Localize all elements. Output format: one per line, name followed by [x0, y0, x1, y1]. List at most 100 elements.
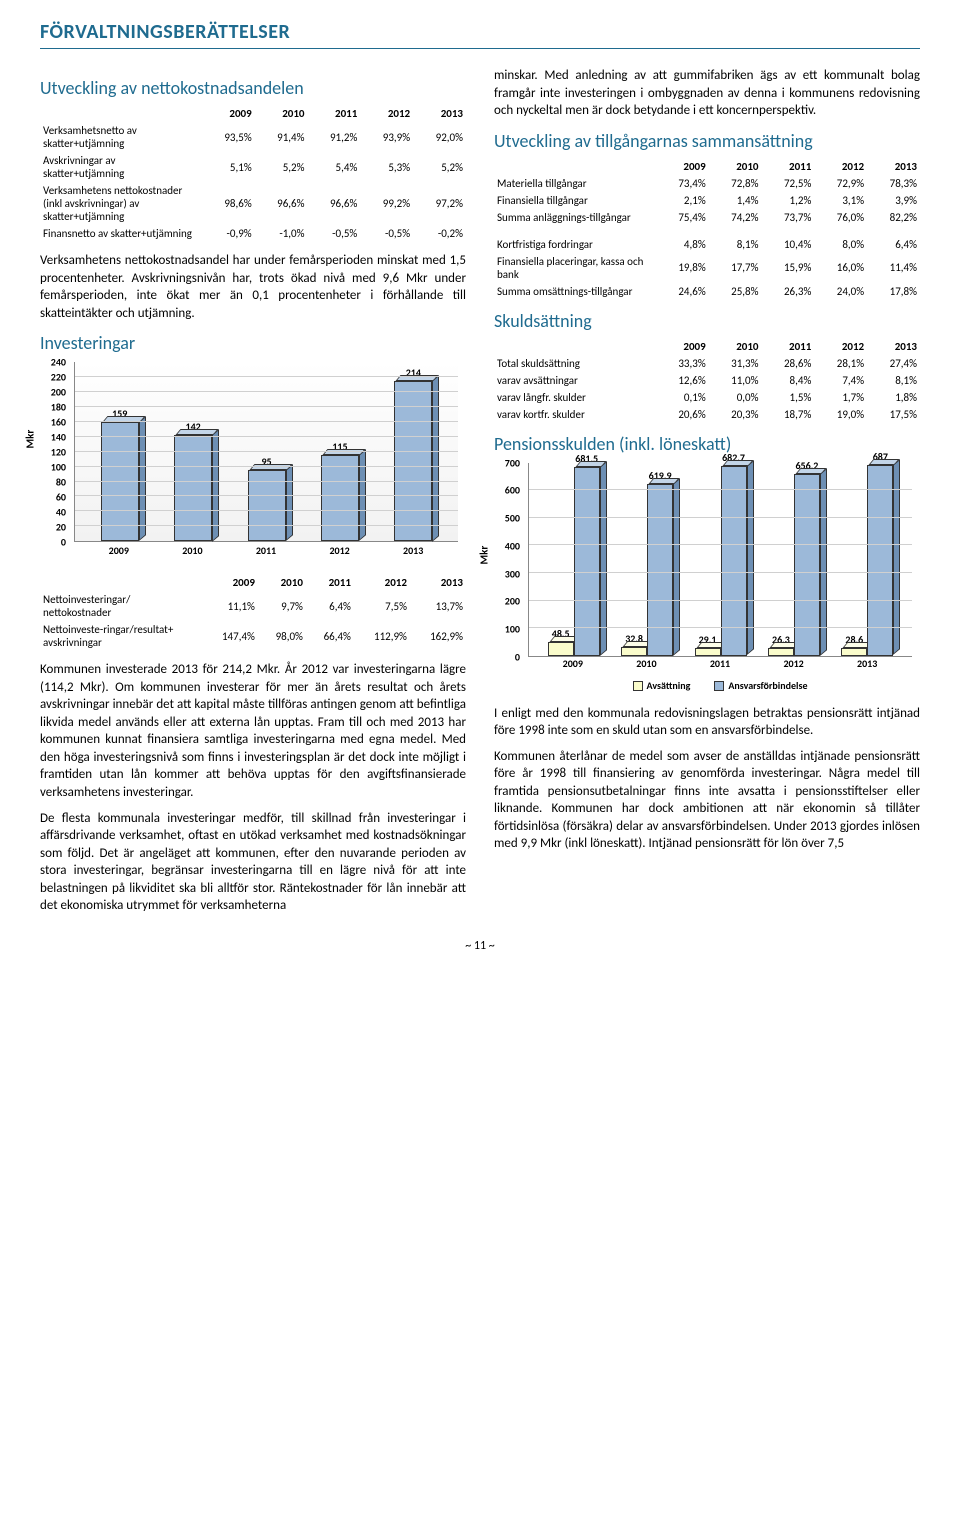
legend-swatch: [714, 681, 724, 691]
page-number: ~ 11 ~: [40, 939, 920, 953]
bar-column: 115: [303, 362, 376, 541]
bar: [394, 381, 432, 542]
table-cell: 25,8%: [709, 283, 762, 300]
x-tick-label: 2010: [156, 544, 230, 562]
tillgangar-table-a: 20092010201120122013Materiella tillgånga…: [494, 158, 920, 226]
table-header-cell: 2010: [709, 158, 762, 175]
table-cell: 1,4%: [709, 192, 762, 209]
table-cell: -1,0%: [255, 225, 308, 242]
table-header-cell: [494, 158, 656, 175]
table-cell: 20,6%: [656, 406, 709, 423]
y-tick-label: 20: [56, 521, 66, 534]
table-row: Summa anläggnings-tillgångar75,4%74,2%73…: [494, 209, 920, 226]
table-cell: 1,5%: [762, 389, 815, 406]
table-cell: 8,1%: [867, 372, 920, 389]
bar-column: 142: [156, 362, 229, 541]
table-cell: 12,6%: [656, 372, 709, 389]
table-cell: 0,1%: [656, 389, 709, 406]
pchart-ylabel: Mkr: [478, 545, 491, 564]
table-cell: -0,5%: [308, 225, 361, 242]
table-header-cell: 2011: [762, 158, 815, 175]
table-cell: 5,3%: [360, 152, 413, 182]
table-cell: 91,2%: [308, 122, 361, 152]
x-tick-label: 2012: [757, 657, 831, 675]
table-cell: 11,0%: [709, 372, 762, 389]
table-cell: 76,0%: [814, 209, 867, 226]
x-tick-label: 2010: [610, 657, 684, 675]
table-cell: 99,2%: [360, 182, 413, 225]
x-tick-label: 2013: [830, 657, 904, 675]
bar: [695, 648, 721, 656]
table-row: Verksamhetens nettokostnader (inkl avskr…: [40, 182, 466, 225]
table-cell: Avskrivningar av skatter+utjämning: [40, 152, 202, 182]
table-cell: 26,3%: [762, 283, 815, 300]
y-tick-label: 700: [505, 456, 520, 469]
x-tick-label: 2011: [683, 657, 757, 675]
table-header-cell: 2012: [814, 338, 867, 355]
y-tick-label: 220: [51, 371, 66, 384]
table-cell: 6,4%: [867, 236, 920, 253]
table-cell: 4,8%: [656, 236, 709, 253]
table-row: Finansnetto av skatter+utjämning-0,9%-1,…: [40, 225, 466, 242]
table-cell: 27,4%: [867, 355, 920, 372]
y-tick-label: 500: [505, 512, 520, 525]
right-h3: Pensionsskulden (inkl. löneskatt): [494, 433, 920, 455]
table-cell: 19,0%: [814, 406, 867, 423]
table-cell: 91,4%: [255, 122, 308, 152]
table-row: Total skuldsättning33,3%31,3%28,6%28,1%2…: [494, 355, 920, 372]
x-tick-label: 2011: [229, 544, 303, 562]
bar: [321, 455, 359, 541]
y-tick-label: 0: [515, 650, 520, 663]
table-cell: 19,8%: [656, 253, 709, 283]
table-row: Nettoinveste-ringar/resultat+ avskrivnin…: [40, 621, 466, 651]
table-cell: Verksamhetens nettokostnader (inkl avskr…: [40, 182, 202, 225]
chart-ylabel: Mkr: [24, 430, 37, 449]
table-cell: 17,5%: [867, 406, 920, 423]
table-cell: Nettoinveste-ringar/resultat+ avskrivnin…: [40, 621, 202, 651]
table-cell: Verksamhetsnetto av skatter+utjämning: [40, 122, 202, 152]
table-cell: 1,2%: [762, 192, 815, 209]
bar: [794, 474, 820, 656]
tillgangar-table-b: Kortfristiga fordringar4,8%8,1%10,4%8,0%…: [494, 236, 920, 300]
y-tick-label: 100: [505, 622, 520, 635]
table-cell: 7,5%: [354, 591, 410, 621]
chart-y-axis: 020406080100120140160180200220240: [40, 362, 68, 542]
table-cell: 17,8%: [867, 283, 920, 300]
table-header-cell: 2010: [709, 338, 762, 355]
pchart-legend: AvsättningAnsvarsförbindelse: [528, 679, 912, 693]
table-cell: 72,5%: [762, 175, 815, 192]
table-cell: 24,6%: [656, 283, 709, 300]
table-cell: 15,9%: [762, 253, 815, 283]
bar-column: 95: [230, 362, 303, 541]
table-row: Kortfristiga fordringar4,8%8,1%10,4%8,0%…: [494, 236, 920, 253]
table-header-cell: 2012: [814, 158, 867, 175]
investeringar-chart: Mkr 020406080100120140160180200220240 15…: [40, 362, 466, 562]
table-cell: 1,7%: [814, 389, 867, 406]
y-tick-label: 300: [505, 567, 520, 580]
chart-bars: 15914295115214: [75, 362, 458, 541]
nettokostnad-table: 20092010201120122013Verksamhetsnetto av …: [40, 105, 466, 242]
table-cell: varav avsättningar: [494, 372, 656, 389]
table-cell: Total skuldsättning: [494, 355, 656, 372]
bar: [621, 647, 647, 656]
table-header-cell: [40, 105, 202, 122]
legend-item: Ansvarsförbindelse: [714, 679, 807, 693]
table-header-cell: 2011: [308, 105, 361, 122]
nettoinvest-table: 20092010201120122013Nettoinvesteringar/ …: [40, 574, 466, 651]
table-cell: 162,9%: [410, 621, 466, 651]
table-header-cell: 2009: [656, 158, 709, 175]
table-row: Avskrivningar av skatter+utjämning5,1%5,…: [40, 152, 466, 182]
table-cell: 31,3%: [709, 355, 762, 372]
table-cell: 5,2%: [413, 152, 466, 182]
table-header-cell: 2012: [354, 574, 410, 591]
table-cell: 72,8%: [709, 175, 762, 192]
table-cell: Nettoinvesteringar/ nettokostnader: [40, 591, 202, 621]
table-cell: 17,7%: [709, 253, 762, 283]
table-header-cell: 2012: [360, 105, 413, 122]
table-cell: 96,6%: [308, 182, 361, 225]
table-cell: 28,6%: [762, 355, 815, 372]
table-cell: 18,7%: [762, 406, 815, 423]
table-cell: 11,4%: [867, 253, 920, 283]
table-row: Finansiella placeringar, kassa och bank1…: [494, 253, 920, 283]
y-tick-label: 0: [61, 536, 66, 549]
